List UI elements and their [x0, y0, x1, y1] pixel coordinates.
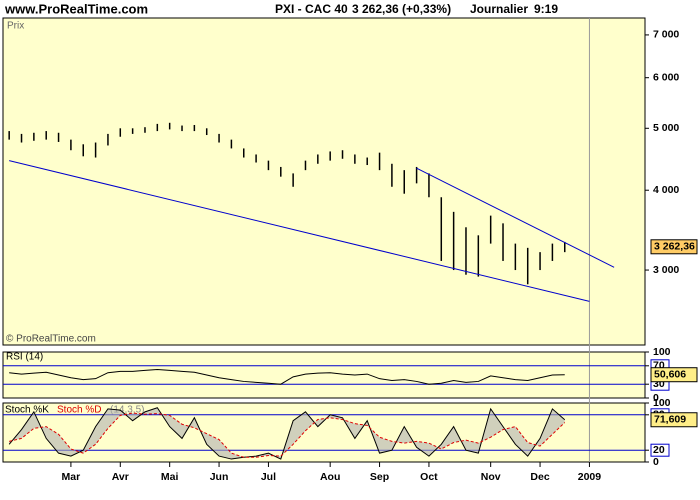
y-tick-label: 70: [653, 360, 665, 372]
indicator-params: (14,3,5): [110, 405, 144, 416]
price-panel: [2, 17, 646, 346]
copyright: © ProRealTime.com: [6, 334, 96, 345]
x-tick-label: Mai: [161, 471, 179, 483]
site: www.ProRealTime.com: [4, 1, 148, 16]
time: 9:19: [534, 2, 558, 16]
value-label: 50,606: [654, 369, 686, 381]
period: Journalier: [470, 2, 528, 16]
y-tick-label: 0: [653, 392, 659, 404]
y-tick-label: 100: [653, 397, 671, 409]
y-tick-label: 4 000: [653, 184, 679, 196]
y-tick-label: 5 000: [653, 122, 679, 134]
x-tick-label: Nov: [481, 471, 501, 483]
x-tick-label: 2009: [578, 471, 602, 483]
y-tick-label: 7 000: [653, 29, 679, 41]
instrument: PXI - CAC 40: [275, 2, 348, 16]
x-tick-label: Mar: [62, 471, 81, 483]
series-line: [9, 368, 565, 385]
x-tick-label: Jun: [210, 471, 229, 483]
x-tick-label: Aou: [320, 471, 340, 483]
y-tick-label: 30: [653, 378, 665, 390]
x-tick-label: Sep: [370, 471, 389, 483]
legend-entry: Stoch %D: [57, 405, 101, 416]
y-tick-label: 0: [653, 456, 659, 468]
x-tick-label: Oct: [420, 471, 438, 483]
panel-title: Prix: [7, 21, 24, 32]
series-line: [9, 412, 566, 458]
y-tick-label: 6 000: [653, 71, 679, 83]
y-tick-label: 20: [653, 444, 665, 456]
x-tick-label: Dec: [530, 471, 549, 483]
panel-title: RSI (14): [6, 352, 43, 363]
series-line: [8, 407, 566, 460]
value-label: 71,609: [654, 414, 686, 426]
x-tick-label: Jul: [261, 471, 276, 483]
value-label: 3 262,36: [654, 241, 695, 253]
x-tick-label: Avr: [112, 471, 129, 483]
trendline: [9, 160, 590, 302]
trendline: [416, 167, 615, 268]
y-tick-label: 3 000: [653, 264, 679, 276]
quote: 3 262,36 (+0,33%): [352, 2, 451, 16]
y-tick-label: 100: [653, 346, 671, 358]
value-box: [650, 412, 698, 428]
kd-fill: [9, 407, 565, 460]
rsi-panel: [2, 351, 646, 399]
value-box: [650, 239, 698, 255]
value-box: [650, 367, 698, 383]
level-box: [650, 443, 670, 457]
legend-entry: Stoch %K: [5, 405, 49, 416]
